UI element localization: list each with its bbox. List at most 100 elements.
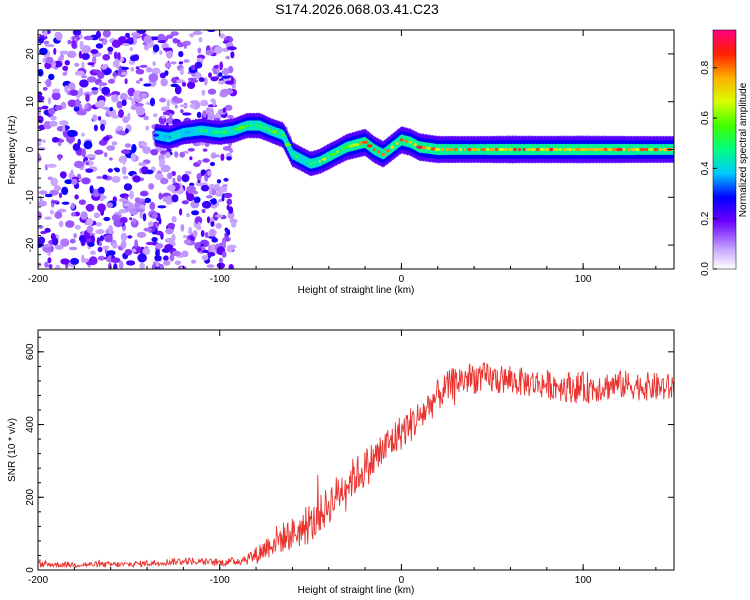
ridge-peak	[400, 138, 403, 142]
noise-blob	[88, 256, 98, 266]
noise-blob	[210, 98, 215, 103]
noise-blob	[106, 250, 116, 256]
noise-blob	[48, 264, 53, 269]
noise-blob	[226, 204, 230, 211]
noise-blob	[151, 213, 158, 219]
ridge-peak	[594, 147, 600, 152]
noise-blob	[116, 100, 123, 109]
noise-blob	[61, 186, 69, 196]
y-tick-label: 200	[25, 488, 36, 505]
noise-blob	[206, 264, 215, 268]
noise-blob	[38, 36, 44, 44]
ridge-peak	[168, 135, 172, 139]
noise-blob	[184, 239, 192, 245]
y-tick-label: -10	[25, 190, 36, 205]
noise-blob	[162, 111, 171, 116]
noise-blob	[50, 200, 60, 204]
noise-blob	[147, 221, 154, 227]
ridge-peak	[422, 146, 427, 150]
ridge-peak	[611, 147, 619, 152]
noise-blob	[152, 61, 156, 66]
noise-blob	[171, 194, 179, 203]
ridge-peak	[653, 147, 659, 152]
noise-blob	[64, 179, 73, 185]
noise-blob	[206, 216, 211, 224]
noise-blob	[166, 200, 171, 205]
noise-blob	[216, 262, 225, 269]
ridge-peak	[171, 134, 177, 138]
noise-blob	[176, 175, 182, 183]
noise-blob	[223, 185, 228, 193]
noise-blob	[201, 255, 209, 261]
noise-blob	[164, 61, 172, 69]
noise-blob	[102, 174, 108, 180]
noise-blob	[181, 82, 187, 87]
ridge-peak	[622, 147, 626, 152]
noise-blob	[180, 67, 184, 76]
noise-blob	[88, 232, 95, 236]
noise-blob	[65, 220, 75, 228]
noise-blob	[62, 65, 69, 71]
noise-blob	[179, 266, 184, 269]
noise-blob	[142, 247, 151, 255]
noise-blob	[221, 251, 227, 258]
noise-blob	[183, 59, 190, 63]
noise-blob	[42, 86, 48, 91]
noise-blob	[102, 106, 110, 110]
noise-blob	[38, 200, 47, 207]
ridge-peak	[630, 147, 636, 152]
noise-blob	[221, 195, 225, 202]
ridge-peak	[361, 140, 369, 144]
noise-blob	[180, 109, 184, 114]
noise-blob	[52, 237, 59, 246]
noise-blob	[140, 92, 148, 98]
noise-blob	[227, 114, 234, 119]
snr-series-line	[38, 362, 674, 569]
noise-blob	[69, 238, 76, 244]
noise-blob	[171, 216, 177, 223]
noise-blob	[99, 99, 106, 107]
noise-blob	[169, 113, 173, 118]
noise-blob	[186, 185, 197, 193]
noise-blob	[186, 212, 190, 218]
ridge-peak	[303, 159, 309, 163]
noise-blob	[131, 32, 141, 37]
ridge-peak	[530, 147, 536, 152]
noise-blob	[222, 107, 226, 113]
noise-blob	[223, 89, 234, 95]
noise-blob	[39, 47, 48, 56]
colorbar-tick-label: 0.4	[700, 161, 711, 175]
noise-blob	[38, 142, 42, 147]
ridge-peak	[434, 147, 441, 152]
ridge-peak	[259, 124, 262, 128]
noise-blob	[108, 78, 115, 84]
ridge-peak	[231, 128, 235, 133]
noise-blob	[87, 241, 95, 247]
noise-blob	[218, 72, 223, 77]
noise-blob	[85, 93, 90, 102]
noise-blob	[211, 154, 221, 158]
noise-blob	[81, 177, 91, 185]
ridge-peak	[239, 125, 246, 129]
noise-blob	[205, 49, 214, 56]
noise-blob	[38, 115, 44, 124]
noise-blob	[201, 89, 206, 96]
noise-blob	[137, 253, 147, 263]
noise-blob	[70, 257, 80, 265]
noise-blob	[97, 71, 105, 80]
noise-blob	[81, 52, 90, 61]
noise-blob	[73, 106, 80, 112]
noise-blob	[159, 97, 167, 103]
noise-blob	[107, 168, 113, 173]
noise-blob	[62, 72, 68, 76]
ridge-peak	[184, 130, 192, 134]
noise-blob	[38, 211, 42, 221]
noise-blob	[214, 46, 223, 54]
noise-blob	[85, 203, 95, 212]
noise-blob	[98, 38, 104, 42]
noise-blob	[123, 183, 133, 191]
noise-blob	[38, 190, 48, 195]
ridge-peak	[295, 155, 299, 159]
noise-blob	[107, 51, 113, 55]
noise-blob	[226, 198, 233, 205]
